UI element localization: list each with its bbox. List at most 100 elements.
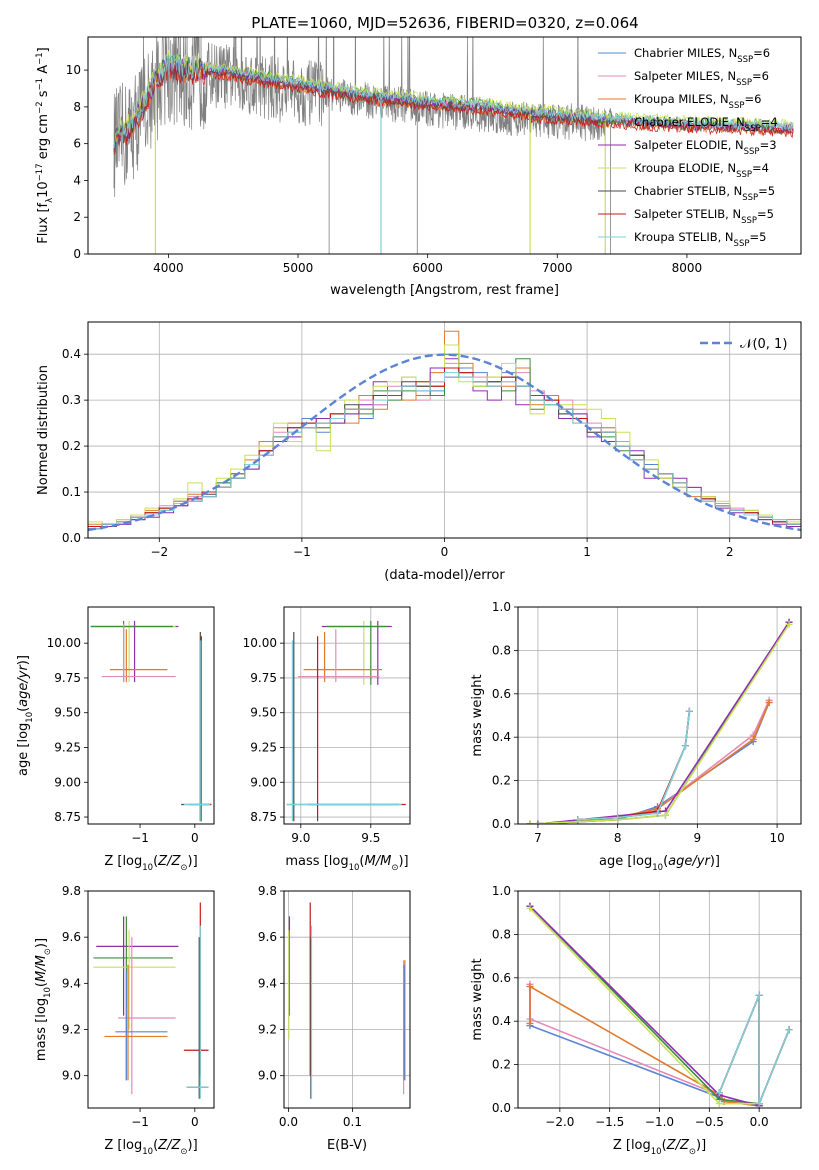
x-axis-label: age [log10(age/yr)] — [599, 854, 720, 873]
y-tick-label: 0.3 — [62, 393, 81, 407]
y-axis-label: Normed distribution — [36, 365, 51, 495]
y-tick-label: 2 — [73, 210, 81, 224]
weight-point-marker — [526, 904, 534, 912]
y-axis-label: Flux [fλ10−17 erg cm−2 s−1 A−1] — [35, 47, 55, 243]
legend-label: Chabrier STELIB, NSSP=5 — [634, 184, 775, 203]
y-tick-label: 0.4 — [492, 730, 511, 744]
weight-point-marker — [715, 1100, 723, 1108]
plot-area — [88, 891, 214, 1108]
legend-label: Chabrier MILES, NSSP=6 — [634, 46, 770, 65]
x-tick-label: −1 — [131, 831, 149, 845]
weight-lines — [526, 902, 793, 1108]
y-tick-label: 9.4 — [258, 976, 277, 990]
weight-point-marker — [654, 809, 662, 817]
x-tick-label: 8000 — [672, 261, 703, 275]
axes-frame — [87, 36, 802, 255]
y-tick-label: 9.8 — [62, 884, 81, 898]
y-tick-label: 0.6 — [492, 971, 511, 985]
weight-point-marker — [785, 620, 793, 628]
y-tick-label: 10.00 — [47, 636, 81, 650]
y-axis-label: mass weight — [470, 674, 485, 756]
y-tick-label: 0.8 — [492, 643, 511, 657]
y-tick-label: 9.00 — [54, 775, 81, 789]
y-tick-label: 9.6 — [62, 930, 81, 944]
x-axis-label: mass [log10(M/M⊙)] — [285, 854, 408, 873]
residuals-panel: −2 −1 0 1 2 0.0 0.1 0.2 0.3 0.4 𝒩(0, 1) (data-model… — [36, 321, 802, 583]
y-axis-label: age [log10(age/yr)] — [16, 655, 35, 776]
axes-frame — [283, 890, 411, 1109]
weight-point-marker — [661, 811, 669, 819]
legend-label: Kroupa STELIB, NSSP=5 — [634, 230, 766, 249]
weight-point-marker — [765, 698, 773, 706]
y-tick-label: 9.2 — [62, 1023, 81, 1037]
weight-series-line — [718, 994, 790, 1105]
y-tick-label: 9.25 — [250, 740, 277, 754]
legend-label: Salpeter MILES, NSSP=6 — [634, 69, 769, 88]
legend-label: Salpeter ELODIE, NSSP=3 — [634, 138, 777, 157]
y-tick-label: 1.0 — [492, 600, 511, 614]
y-tick-label: 10.00 — [243, 636, 277, 650]
x-tick-label: 0.0 — [279, 1115, 298, 1129]
y-tick-label: 0.2 — [492, 1058, 511, 1072]
x-tick-label: 10 — [769, 831, 784, 845]
axes-frame — [87, 890, 215, 1109]
x-tick-label: 0 — [441, 545, 449, 559]
axes-frame — [87, 606, 215, 825]
x-tick-label: −0.5 — [695, 1115, 724, 1129]
y-tick-label: 9.2 — [258, 1023, 277, 1037]
legend-label: 𝒩(0, 1) — [740, 337, 787, 352]
histogram-series — [88, 372, 801, 530]
x-tick-label: 5000 — [283, 261, 314, 275]
x-tick-label: 7 — [534, 831, 542, 845]
y-tick-label: 9.50 — [250, 706, 277, 720]
y-axis-label: mass [log10(M/M⊙)] — [34, 938, 53, 1061]
x-tick-label: 9 — [694, 831, 702, 845]
x-tick-label: −2 — [150, 545, 168, 559]
y-tick-label: 9.6 — [258, 930, 277, 944]
x-tick-label: 4000 — [153, 261, 184, 275]
y-tick-label: 4 — [73, 173, 81, 187]
y-tick-label: 0.0 — [492, 817, 511, 831]
errorbars — [288, 902, 406, 1099]
mass-vs-Z-panel: −1 0 9.0 9.2 9.4 9.6 9.8 Z [log10(Z/Z⊙)] mass [l… — [34, 884, 215, 1157]
x-tick-label: 0 — [191, 831, 199, 845]
plot-area — [518, 607, 801, 824]
y-tick-label: 9.25 — [54, 740, 81, 754]
errorbars — [93, 902, 209, 1099]
y-tick-label: 0.2 — [492, 774, 511, 788]
axes-frame — [517, 606, 802, 825]
x-axis-label: Z [log10(Z/Z⊙)] — [104, 854, 197, 873]
x-axis-label: (data-model)/error — [384, 568, 505, 583]
mass-vs-EBV-panel: 0.0 0.1 9.0 9.2 9.4 9.6 9.8 E(B-V) — [258, 884, 411, 1153]
legend-label: Kroupa ELODIE, NSSP=4 — [634, 161, 769, 180]
axes-frame — [283, 606, 411, 825]
weight-point-marker — [749, 735, 757, 743]
y-tick-label: 9.4 — [62, 976, 81, 990]
legend-label: Kroupa MILES, NSSP=6 — [634, 92, 761, 111]
y-tick-label: 9.8 — [258, 884, 277, 898]
y-tick-label: 9.50 — [54, 706, 81, 720]
y-tick-label: 0 — [73, 247, 81, 261]
y-tick-label: 8 — [73, 100, 81, 114]
x-tick-label: 0 — [191, 1115, 199, 1129]
y-tick-label: 10 — [66, 63, 81, 77]
weight-point-marker — [526, 1019, 534, 1027]
age-vs-Z-panel: −1 0 8.75 9.00 9.25 9.50 9.75 10.00 Z [log10(Z/Z… — [16, 606, 215, 873]
x-tick-label: 9.5 — [361, 831, 380, 845]
x-tick-label: −1 — [131, 1115, 149, 1129]
legend-label: Salpeter STELIB, NSSP=5 — [634, 207, 774, 226]
x-tick-label: 6000 — [412, 261, 443, 275]
weight-vs-Z-panel: −2.0 −1.5 −1.0 −0.5 0.0 0.0 0.2 0.4 0.6 0.8 1.0 Z [… — [470, 884, 802, 1157]
y-axis-label: mass weight — [470, 958, 485, 1040]
y-tick-label: 1.0 — [492, 884, 511, 898]
x-tick-label: 1 — [583, 545, 591, 559]
y-tick-label: 0.4 — [62, 347, 81, 361]
x-tick-label: 8 — [614, 831, 622, 845]
weight-vs-age-panel: 7 8 9 10 0.0 0.2 0.4 0.6 0.8 1.0 age [log10(age/yr… — [470, 600, 802, 873]
y-tick-label: 9.00 — [250, 775, 277, 789]
x-tick-label: 0.0 — [750, 1115, 769, 1129]
axes-frame — [517, 890, 802, 1109]
x-axis-label: Z [log10(Z/Z⊙)] — [104, 1138, 197, 1157]
x-tick-label: −1 — [293, 545, 311, 559]
weight-point-marker — [785, 1026, 793, 1034]
